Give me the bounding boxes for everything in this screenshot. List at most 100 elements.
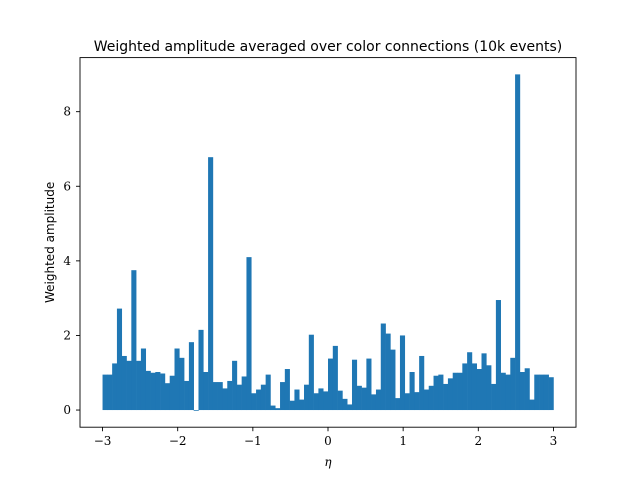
histogram-bar xyxy=(491,383,497,411)
histogram-bar xyxy=(337,390,343,411)
histogram-bar xyxy=(145,370,151,411)
histogram-bar xyxy=(140,348,147,411)
histogram-bar xyxy=(164,383,171,411)
histogram-bar xyxy=(184,380,190,411)
histogram-bar xyxy=(116,308,123,411)
histogram-bar xyxy=(107,374,113,411)
histogram-bar xyxy=(160,373,166,411)
histogram-bar xyxy=(419,355,425,411)
x-tick-label: 1 xyxy=(399,434,407,448)
histogram-bar xyxy=(328,358,334,411)
histogram-bar xyxy=(351,359,358,411)
histogram-bar xyxy=(486,365,492,411)
histogram-bar xyxy=(332,345,338,411)
histogram-bar xyxy=(294,389,300,411)
histogram-bar xyxy=(361,387,367,411)
histogram-bar xyxy=(227,380,233,411)
histogram-bar xyxy=(275,408,281,411)
histogram-bar xyxy=(308,334,314,411)
histogram-bar xyxy=(457,372,463,411)
histogram-bar xyxy=(131,270,137,411)
histogram-bar xyxy=(515,74,521,411)
histogram-bar xyxy=(179,357,185,411)
histogram-bar xyxy=(121,355,127,411)
histogram-bar xyxy=(155,372,161,411)
histogram-bar xyxy=(251,393,257,411)
histogram-bar xyxy=(112,363,118,411)
histogram-bar xyxy=(481,353,487,411)
histogram-bar xyxy=(212,382,218,411)
histogram-bar xyxy=(136,360,142,411)
histogram-bar xyxy=(126,360,132,411)
histogram-bar xyxy=(495,300,501,411)
y-tick-label: 2 xyxy=(63,328,71,342)
histogram-bar xyxy=(102,374,108,411)
histogram-bar xyxy=(313,393,319,411)
y-tick-label: 6 xyxy=(63,179,71,193)
chart-title: Weighted amplitude averaged over color c… xyxy=(94,39,563,55)
histogram-bar xyxy=(471,363,478,411)
histogram-bar xyxy=(169,375,175,411)
histogram-bar xyxy=(217,382,223,411)
y-tick-label: 4 xyxy=(63,254,71,268)
histogram-bar xyxy=(232,360,238,411)
x-tick-label: −2 xyxy=(169,434,187,448)
histogram-bar xyxy=(265,374,271,411)
histogram-bar xyxy=(529,399,535,411)
histogram-bar xyxy=(323,391,329,411)
histogram-bar xyxy=(256,389,262,411)
x-tick-label: −1 xyxy=(244,434,262,448)
histogram-bar xyxy=(342,398,348,411)
histogram-bar xyxy=(174,348,180,411)
histogram-bar xyxy=(404,393,410,411)
histogram-bar xyxy=(534,374,540,411)
y-axis-label: Weighted amplitude xyxy=(43,182,57,303)
histogram-bar xyxy=(519,372,525,411)
x-axis-ticks: −3 −2 −1 0 1 2 3 xyxy=(94,427,558,448)
y-axis-ticks: 0 2 4 6 8 xyxy=(63,105,80,417)
x-tick-label: −3 xyxy=(94,434,112,448)
histogram-bar xyxy=(443,383,449,411)
histogram-bar xyxy=(347,404,353,411)
x-tick-label: 2 xyxy=(474,434,482,448)
histogram-bar xyxy=(467,352,473,411)
histogram-bar xyxy=(380,323,386,411)
histogram-bar xyxy=(409,372,415,411)
histogram-bar xyxy=(438,374,444,411)
y-tick-label: 0 xyxy=(63,403,71,417)
histogram-bar xyxy=(246,257,252,411)
histogram-bar xyxy=(524,368,530,411)
histogram-bar xyxy=(543,374,549,411)
histogram-bars xyxy=(102,74,554,411)
histogram-bar xyxy=(260,384,266,411)
histogram-bar xyxy=(241,376,247,411)
histogram-bar xyxy=(198,329,204,411)
histogram-bar xyxy=(433,375,439,411)
histogram-bar xyxy=(423,389,430,411)
histogram-bar xyxy=(203,372,209,411)
y-tick-label: 8 xyxy=(63,105,71,119)
histogram-bar xyxy=(505,374,511,411)
histogram-bar xyxy=(510,357,516,411)
histogram-bar xyxy=(284,369,290,411)
histogram-bar xyxy=(208,157,214,411)
histogram-bar xyxy=(390,349,396,411)
histogram-bar xyxy=(414,392,420,411)
histogram-bar xyxy=(193,410,199,411)
histogram-bar xyxy=(280,382,286,411)
histogram-bar xyxy=(299,399,305,411)
histogram-bar xyxy=(371,394,377,411)
histogram-bar xyxy=(236,384,242,411)
histogram-bar xyxy=(539,374,545,411)
histogram-bar xyxy=(399,335,406,411)
histogram-bar xyxy=(395,398,401,411)
histogram-bar xyxy=(452,372,458,411)
histogram-bar xyxy=(500,372,506,411)
histogram-bar xyxy=(270,405,276,411)
histogram-bar xyxy=(375,389,382,411)
x-tick-label: 3 xyxy=(550,434,558,448)
histogram-bar xyxy=(188,342,194,411)
histogram-bar xyxy=(304,384,310,411)
histogram-bar xyxy=(222,388,228,411)
